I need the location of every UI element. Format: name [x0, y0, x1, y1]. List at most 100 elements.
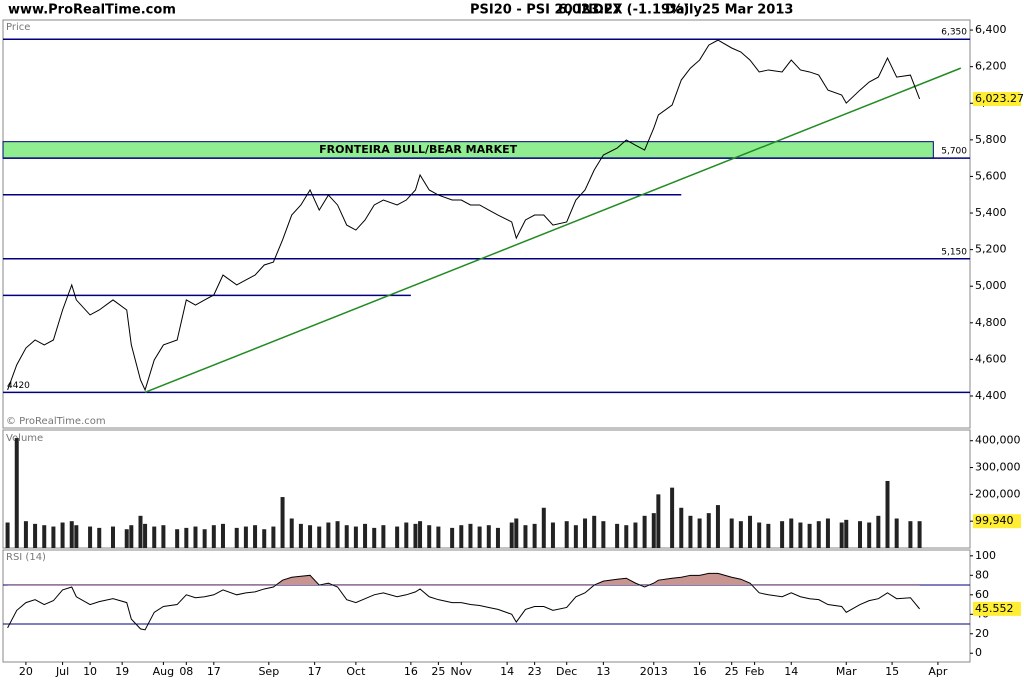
- last-value-badge: [973, 601, 1021, 616]
- volume-bar: [372, 527, 377, 548]
- level-label: 5,150: [941, 247, 967, 257]
- volume-bar: [184, 527, 189, 548]
- x-tick-label: 10: [83, 665, 97, 678]
- panel-title: Price: [6, 22, 30, 33]
- volume-bar: [624, 525, 629, 548]
- x-tick-label: 20: [19, 665, 33, 678]
- last-value-label: 99,940: [975, 514, 1014, 527]
- volume-bar: [298, 523, 303, 548]
- volume-bar: [642, 515, 647, 548]
- volume-bar: [486, 525, 491, 548]
- volume-bar: [262, 529, 267, 548]
- volume-bar: [844, 519, 849, 548]
- volume-bar: [69, 521, 74, 548]
- y-tick-label: 0: [975, 646, 982, 659]
- volume-bar: [271, 526, 276, 548]
- x-tick-label: 25: [725, 665, 739, 678]
- y-tick-label: 4,400: [975, 389, 1007, 402]
- volume-bar: [42, 525, 47, 548]
- volume-bar: [243, 526, 248, 548]
- x-tick-label: Aug: [153, 665, 174, 678]
- volume-bar: [381, 525, 386, 548]
- volume-bar: [161, 525, 166, 548]
- volume-bar: [798, 522, 803, 548]
- volume-bar: [807, 523, 812, 548]
- site: www.ProRealTime.com: [8, 3, 176, 18]
- volume-bar: [541, 507, 546, 548]
- y-tick-label: 5,400: [975, 206, 1007, 219]
- date: 25 Mar 2013: [702, 3, 793, 18]
- volume-bar: [839, 522, 844, 548]
- x-tick-label: 25: [431, 665, 445, 678]
- x-tick-label: 19: [115, 665, 129, 678]
- y-tick-label: 5,000: [975, 279, 1007, 292]
- x-tick-label: Mar: [836, 665, 857, 678]
- volume-bar: [436, 526, 441, 548]
- volume-bar: [152, 526, 157, 548]
- x-tick-label: 15: [885, 665, 899, 678]
- volume-bar: [789, 518, 794, 548]
- volume-bar: [317, 526, 322, 548]
- x-tick-label: 16: [404, 665, 418, 678]
- volume-bar: [532, 523, 537, 548]
- volume-bar: [766, 523, 771, 548]
- volume-bar: [706, 513, 711, 548]
- last-value-label: 6,023.27: [975, 92, 1024, 105]
- last-value-label: 45.552: [975, 602, 1014, 615]
- volume-bar: [908, 521, 913, 548]
- volume-bar: [583, 518, 588, 548]
- volume-bar: [697, 518, 702, 548]
- volume-bar: [110, 526, 115, 548]
- x-tick-label: 14: [784, 665, 798, 678]
- volume-bar: [143, 523, 148, 548]
- volume-bar: [858, 521, 863, 548]
- x-tick-label: Feb: [745, 665, 764, 678]
- level-label: 5,700: [941, 147, 967, 157]
- series-line: [7, 572, 920, 631]
- y-tick-label: 100: [975, 549, 996, 562]
- volume-bar: [14, 438, 19, 548]
- volume-bar: [514, 518, 519, 548]
- volume-bar: [5, 522, 10, 548]
- volume-bar: [33, 523, 38, 548]
- volume-bar: [211, 525, 216, 548]
- y-tick-label: 6,400: [975, 23, 1007, 36]
- y-tick-label: 400,000: [975, 434, 1021, 447]
- volume-bar: [413, 523, 418, 548]
- x-tick-label: Nov: [451, 665, 473, 678]
- panel-title: RSI (14): [6, 552, 46, 563]
- volume-bar: [876, 515, 881, 548]
- volume-bar: [825, 518, 830, 548]
- volume-bar: [308, 525, 313, 548]
- volume-bar: [175, 529, 180, 548]
- volume-bar: [418, 521, 423, 548]
- volume-bar: [550, 522, 555, 548]
- y-tick-label: 4,600: [975, 352, 1007, 365]
- x-tick-label: 13: [596, 665, 610, 678]
- overbought-fill: [7, 573, 920, 586]
- volume-bar: [656, 494, 661, 548]
- x-tick-label: 14: [500, 665, 514, 678]
- volume-bar: [60, 522, 65, 548]
- price-panel: [2, 19, 971, 429]
- volume-bar: [193, 526, 198, 548]
- y-tick-label: 4,800: [975, 316, 1007, 329]
- trendline: [144, 67, 962, 394]
- volume-bar: [129, 525, 134, 548]
- volume-bar: [23, 521, 28, 548]
- volume-bar: [780, 521, 785, 548]
- x-tick-label: 17: [207, 665, 221, 678]
- volume-bar: [523, 525, 528, 548]
- panel-title: Volume: [6, 433, 43, 444]
- volume-bar: [564, 521, 569, 548]
- volume-bar: [326, 522, 331, 548]
- period: Daily: [665, 3, 702, 18]
- volume-bar: [88, 526, 93, 548]
- volume-bar: [459, 525, 464, 548]
- volume-bar: [885, 480, 890, 548]
- x-tick-label: 08: [179, 665, 193, 678]
- volume-bar: [468, 523, 473, 548]
- volume-bar: [615, 523, 620, 548]
